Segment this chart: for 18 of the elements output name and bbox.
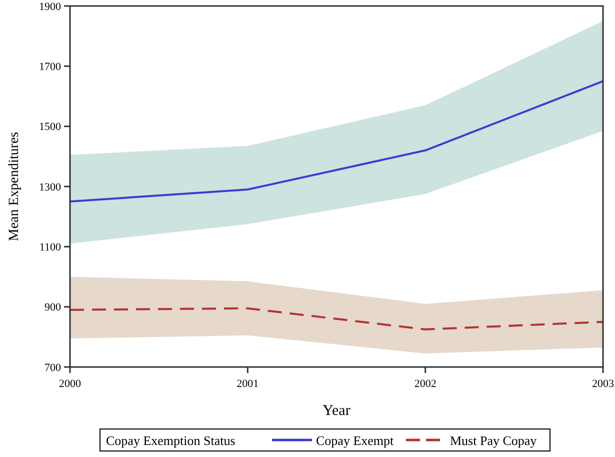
y-tick-label: 1100 bbox=[39, 242, 62, 254]
x-tick-label: 2001 bbox=[236, 378, 259, 390]
y-tick-label: 1700 bbox=[39, 61, 62, 74]
y-axis-title: Mean Expenditures bbox=[7, 132, 22, 242]
y-tick-label: 700 bbox=[44, 362, 62, 374]
legend-label: Must Pay Copay bbox=[450, 433, 538, 448]
x-axis-title: Year bbox=[322, 403, 350, 419]
x-tick-label: 2002 bbox=[414, 378, 436, 390]
x-tick-label: 2000 bbox=[59, 378, 82, 390]
line-series bbox=[69, 80, 604, 203]
line-series bbox=[69, 307, 604, 330]
y-tick-label: 1300 bbox=[39, 181, 62, 194]
y-tick-label: 1900 bbox=[39, 0, 62, 13]
x-tick-label: 2003 bbox=[592, 378, 614, 390]
y-tick-label: 900 bbox=[44, 302, 62, 314]
y-tick-label: 1500 bbox=[39, 121, 62, 134]
legend-label: Copay Exempt bbox=[316, 433, 394, 448]
legend-title: Copay Exemption Status bbox=[106, 433, 236, 448]
